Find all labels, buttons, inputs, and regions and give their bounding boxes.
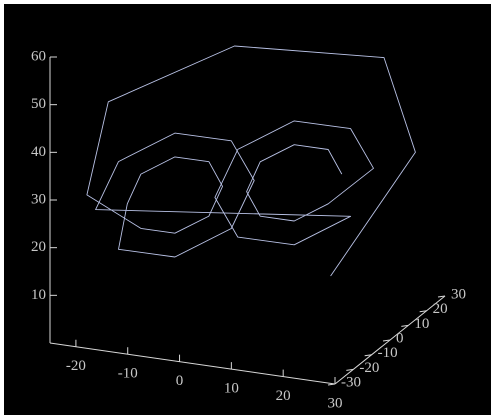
y-tick-label: 20 (433, 301, 448, 317)
y-tick-label: 10 (414, 316, 429, 332)
y-tick (327, 383, 336, 386)
plot-background (4, 4, 491, 415)
x-tick-label: 30 (328, 395, 343, 411)
z-tick-label: 30 (31, 191, 46, 207)
z-tick-label: 50 (31, 96, 46, 112)
x-axis (49, 342, 336, 385)
x-tick-label: -20 (66, 358, 86, 374)
y-tick-label: 0 (396, 330, 404, 346)
y-tick-label: -10 (378, 345, 398, 361)
y-tick-label: -20 (359, 360, 379, 376)
z-tick-label: 20 (31, 239, 46, 255)
y-tick (382, 339, 391, 342)
x-tick-label: -10 (118, 366, 138, 382)
y-tick (401, 324, 409, 327)
x-tick-label: 0 (176, 373, 184, 389)
y-tick (419, 310, 427, 313)
trajectory (86, 45, 416, 277)
y-tick-label: 30 (451, 286, 466, 302)
y-tick (437, 295, 446, 298)
y-tick (364, 354, 372, 357)
z-tick-label: 10 (31, 287, 46, 303)
x-tick-label: 20 (276, 388, 291, 404)
z-tick-label: 40 (31, 144, 46, 160)
x-tick-label: 10 (224, 381, 239, 397)
y-tick-label: -30 (341, 374, 361, 390)
y-tick (346, 368, 354, 371)
z-tick-label: 60 (31, 48, 46, 64)
